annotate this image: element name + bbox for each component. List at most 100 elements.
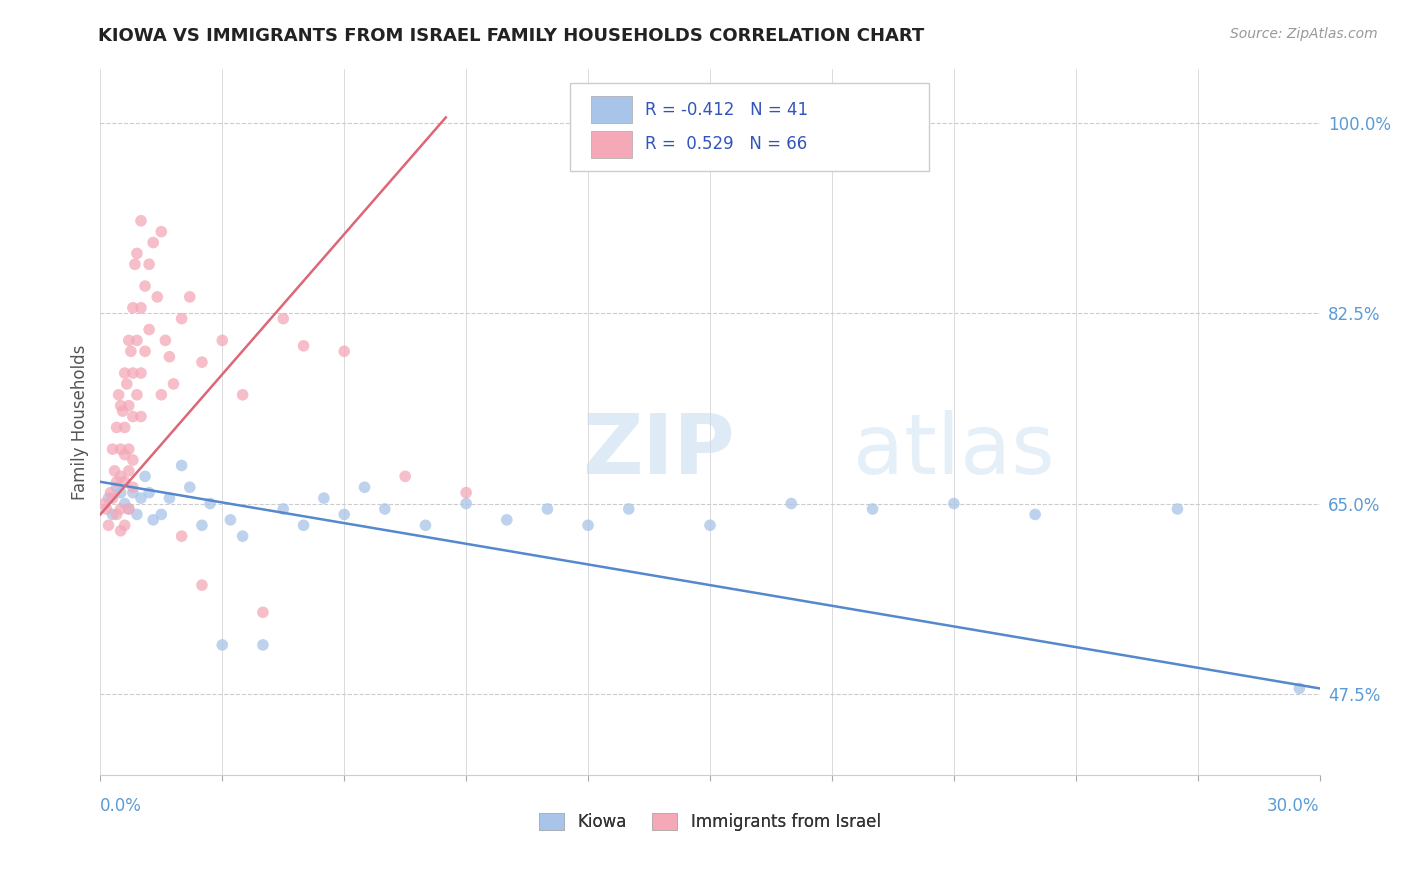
Point [142,235,165,250]
Point [105,420,128,434]
Point [125,246,148,260]
Point [120,344,142,359]
Point [134,469,156,483]
Point [142,513,165,527]
Point [170,458,193,473]
Point [100,485,122,500]
Point [121,409,143,424]
Point [115,376,138,391]
Point [121,485,143,500]
Point [155,334,177,348]
Text: 0.0%: 0.0% [100,797,142,815]
Point [114,518,136,533]
Point [110,485,132,500]
Point [138,257,160,271]
Point [121,366,143,380]
Point [179,290,201,304]
Point [118,442,141,457]
Point [1288,681,1310,696]
Text: ZIP: ZIP [582,409,734,491]
Point [118,464,141,478]
Point [333,344,356,359]
Point [121,453,143,467]
Point [129,214,152,228]
Point [129,409,152,424]
Point [110,442,132,457]
Point [118,502,141,516]
Point [129,491,152,505]
Text: R = -0.412   N = 41: R = -0.412 N = 41 [645,101,808,119]
Point [211,334,233,348]
Point [121,301,143,315]
Point [114,497,136,511]
Point [134,279,156,293]
Point [118,399,141,413]
Point [129,366,152,380]
Point [252,605,274,619]
Point [159,350,181,364]
Point [219,513,242,527]
Text: KIOWA VS IMMIGRANTS FROM ISRAEL FAMILY HOUSEHOLDS CORRELATION CHART: KIOWA VS IMMIGRANTS FROM ISRAEL FAMILY H… [98,27,925,45]
Point [495,513,517,527]
Text: 30.0%: 30.0% [1267,797,1320,815]
FancyBboxPatch shape [569,83,929,171]
Point [456,485,478,500]
Point [576,518,599,533]
Text: Source: ZipAtlas.com: Source: ZipAtlas.com [1230,27,1378,41]
Y-axis label: Family Households: Family Households [72,344,89,500]
Point [374,502,396,516]
Point [162,376,184,391]
Legend: Kiowa, Immigrants from Israel: Kiowa, Immigrants from Israel [533,806,887,838]
Point [252,638,274,652]
Point [211,638,233,652]
Point [114,475,136,489]
Point [232,388,254,402]
Point [101,442,124,457]
Point [191,518,214,533]
Point [150,388,173,402]
Point [456,497,478,511]
Point [110,399,132,413]
Point [271,502,294,516]
Point [170,529,193,543]
Point [103,464,125,478]
Point [138,485,160,500]
Point [97,518,120,533]
Point [110,502,132,516]
Point [191,578,214,592]
Point [394,469,416,483]
Point [96,502,118,516]
Text: R =  0.529   N = 66: R = 0.529 N = 66 [645,136,807,153]
Point [118,502,141,516]
Point [415,518,437,533]
Point [617,502,640,516]
Point [780,497,803,511]
Point [146,290,169,304]
Point [862,502,884,516]
Point [1024,508,1046,522]
Point [125,388,148,402]
Point [93,497,115,511]
Point [353,480,375,494]
Point [179,480,201,494]
Point [292,339,315,353]
Point [699,518,721,533]
Point [118,334,141,348]
Point [107,388,129,402]
FancyBboxPatch shape [591,96,631,123]
Point [121,480,143,494]
Point [292,518,315,533]
Point [125,508,148,522]
Point [114,420,136,434]
FancyBboxPatch shape [591,131,631,158]
Point [150,508,173,522]
Point [191,355,214,369]
Text: atlas: atlas [853,409,1054,491]
Point [170,311,193,326]
Point [105,475,128,489]
Point [105,508,128,522]
Point [312,491,335,505]
Point [942,497,965,511]
Point [232,529,254,543]
Point [159,491,181,505]
